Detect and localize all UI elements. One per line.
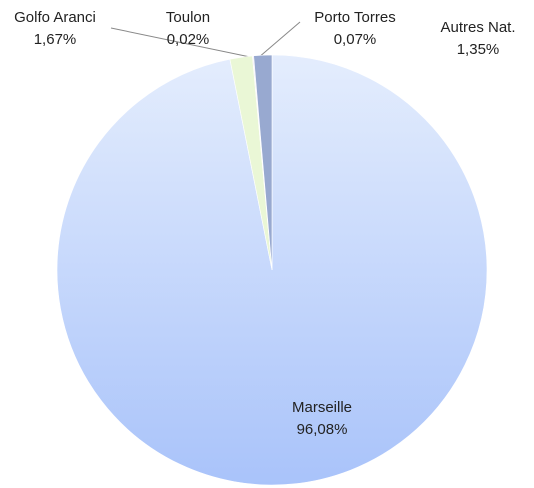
- slice-label: Golfo Aranci: [14, 9, 96, 26]
- slice-value-label: 1,35%: [457, 41, 500, 58]
- slice-label: Porto Torres: [314, 9, 395, 26]
- slice-value-label: 0,02%: [167, 31, 210, 48]
- leader-line: [110, 27, 256, 59]
- slice-value-label: 1,67%: [34, 31, 77, 48]
- slice-label: Autres Nat.: [440, 19, 515, 36]
- leader-line: [257, 21, 301, 59]
- pie-slice: [253, 54, 273, 271]
- slice-value-label: 0,07%: [334, 31, 377, 48]
- slice-label: Marseille: [292, 399, 352, 416]
- slice-value-label: 96,08%: [297, 421, 348, 438]
- slice-label: Toulon: [166, 9, 210, 26]
